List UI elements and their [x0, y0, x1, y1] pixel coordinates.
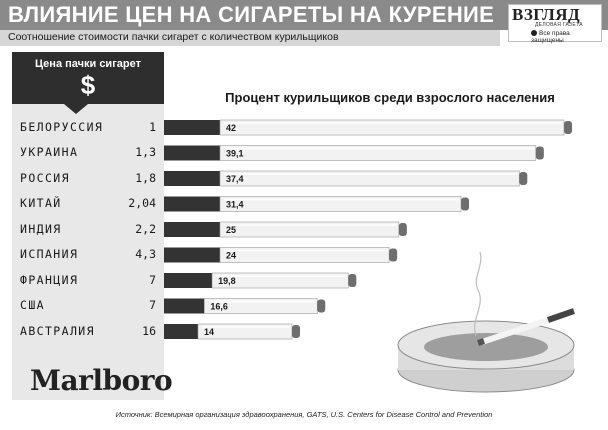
cigarette-ash: [564, 121, 572, 134]
cigarette-filter: [164, 273, 213, 288]
cigarette-ash: [461, 197, 470, 211]
price-label: 1,3: [135, 145, 156, 159]
price-header: [12, 52, 164, 104]
price-label: 2,2: [135, 221, 156, 236]
country-label: РОССИЯ: [20, 170, 70, 185]
price-header-arrow: [64, 104, 88, 114]
ashtray-bowl: [424, 333, 548, 361]
country-label: КИТАЙ: [20, 196, 62, 210]
cigarette-ash: [398, 223, 407, 236]
price-label: 7: [149, 298, 156, 312]
data-label: 24: [226, 251, 236, 261]
cigarette-ash: [535, 146, 544, 160]
cigarette-ash: [519, 172, 528, 185]
smoke-wisp: [474, 251, 482, 337]
country-label: ИНДИЯ: [20, 221, 62, 236]
marlboro-logo: Marlboro: [30, 364, 173, 397]
cigarette-filter: [164, 298, 205, 314]
cigarette-filter: [164, 171, 220, 186]
data-label: 25: [226, 225, 236, 235]
brand-tagline: ДЕЛОВАЯ ГАЗЕТА: [535, 22, 583, 28]
dollar-icon: $: [80, 70, 96, 100]
country-label: УКРАИНА: [20, 145, 79, 159]
cigarette-ash: [317, 299, 326, 313]
cigarette-ash: [348, 274, 357, 287]
price-label: 1,8: [135, 170, 156, 185]
data-label: 39,1: [226, 149, 244, 159]
copyright-icon: [531, 30, 537, 37]
resting-cigarette-filter: [547, 308, 575, 323]
brand-logo: ВЗГЛЯД ДЕЛОВАЯ ГАЗЕТА Все права защищены: [508, 4, 602, 44]
price-label: 1: [149, 119, 156, 134]
price-label: 7: [149, 272, 156, 287]
cigarette-filter: [164, 145, 220, 161]
price-panel: [12, 52, 164, 400]
page-subtitle: Соотношение стоимости пачки сигарет с ко…: [8, 31, 339, 43]
source-note: Источник: Всемирная организация здравоох…: [115, 410, 493, 419]
cigarette-ash: [292, 325, 300, 338]
brand-name: ВЗГЛЯД: [512, 5, 581, 24]
data-label: 42: [226, 123, 236, 133]
data-label: 14: [204, 327, 214, 337]
cigarette-filter: [164, 247, 220, 263]
subtitle-bar: Соотношение стоимости пачки сигарет с ко…: [0, 30, 500, 46]
price-label: 4,3: [135, 247, 156, 261]
price-label: 2,04: [128, 196, 156, 210]
cigarette-ash: [389, 248, 398, 262]
cigarette-filter: [164, 324, 198, 339]
brand-rights: Все права защищены: [531, 30, 601, 44]
brand-rights-text: Все права защищены: [531, 30, 570, 44]
country-label: БЕЛОРУССИЯ: [20, 119, 104, 134]
country-label: ФРАНЦИЯ: [20, 272, 79, 287]
data-label: 19,8: [218, 276, 236, 286]
country-label: США: [20, 298, 45, 312]
cigarette-filter: [164, 222, 220, 237]
price-header-label: Цена пачки сигарет: [35, 58, 141, 70]
data-label: 37,4: [226, 174, 244, 184]
data-label: 16,6: [210, 302, 228, 312]
cigarette-filter: [164, 120, 220, 135]
page-title: ВЛИЯНИЕ ЦЕН НА СИГАРЕТЫ НА КУРЕНИЕ: [8, 2, 495, 27]
resting-cigarette-ash: [477, 338, 485, 346]
chart-title: Процент курильщиков среди взрослого насе…: [225, 90, 555, 105]
country-label: ИСПАНИЯ: [20, 247, 79, 261]
cigarette-filter: [164, 196, 220, 212]
title-bar: ВЛИЯНИЕ ЦЕН НА СИГАРЕТЫ НА КУРЕНИЕ: [0, 0, 608, 30]
country-label: АВСТРАЛИЯ: [20, 323, 95, 338]
price-label: 16: [142, 323, 156, 338]
data-label: 31,4: [226, 200, 244, 210]
